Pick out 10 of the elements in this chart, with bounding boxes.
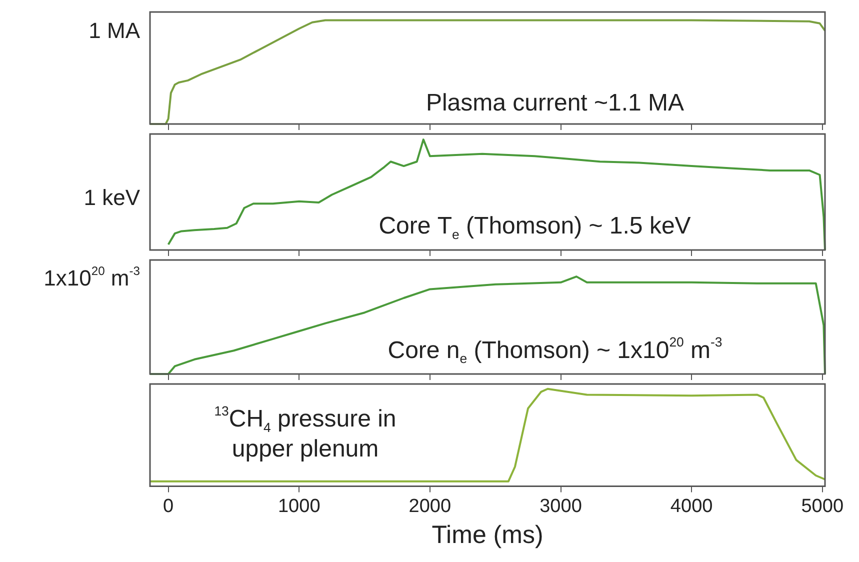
annotation: Plasma current ~1.1 MA bbox=[426, 89, 684, 116]
text: 1 MA bbox=[88, 18, 140, 44]
x-tick-label: 3000 bbox=[540, 496, 582, 517]
x-tick-label: 4000 bbox=[670, 496, 713, 517]
x-axis-title: Time (ms) bbox=[432, 520, 544, 549]
x-tick-label: 2000 bbox=[408, 496, 452, 517]
text: 1 keV bbox=[84, 185, 140, 210]
x-tick-label: 5000 bbox=[801, 496, 844, 517]
x-tick-label: 0 bbox=[163, 496, 174, 517]
x-tick-label: 1000 bbox=[278, 496, 320, 517]
